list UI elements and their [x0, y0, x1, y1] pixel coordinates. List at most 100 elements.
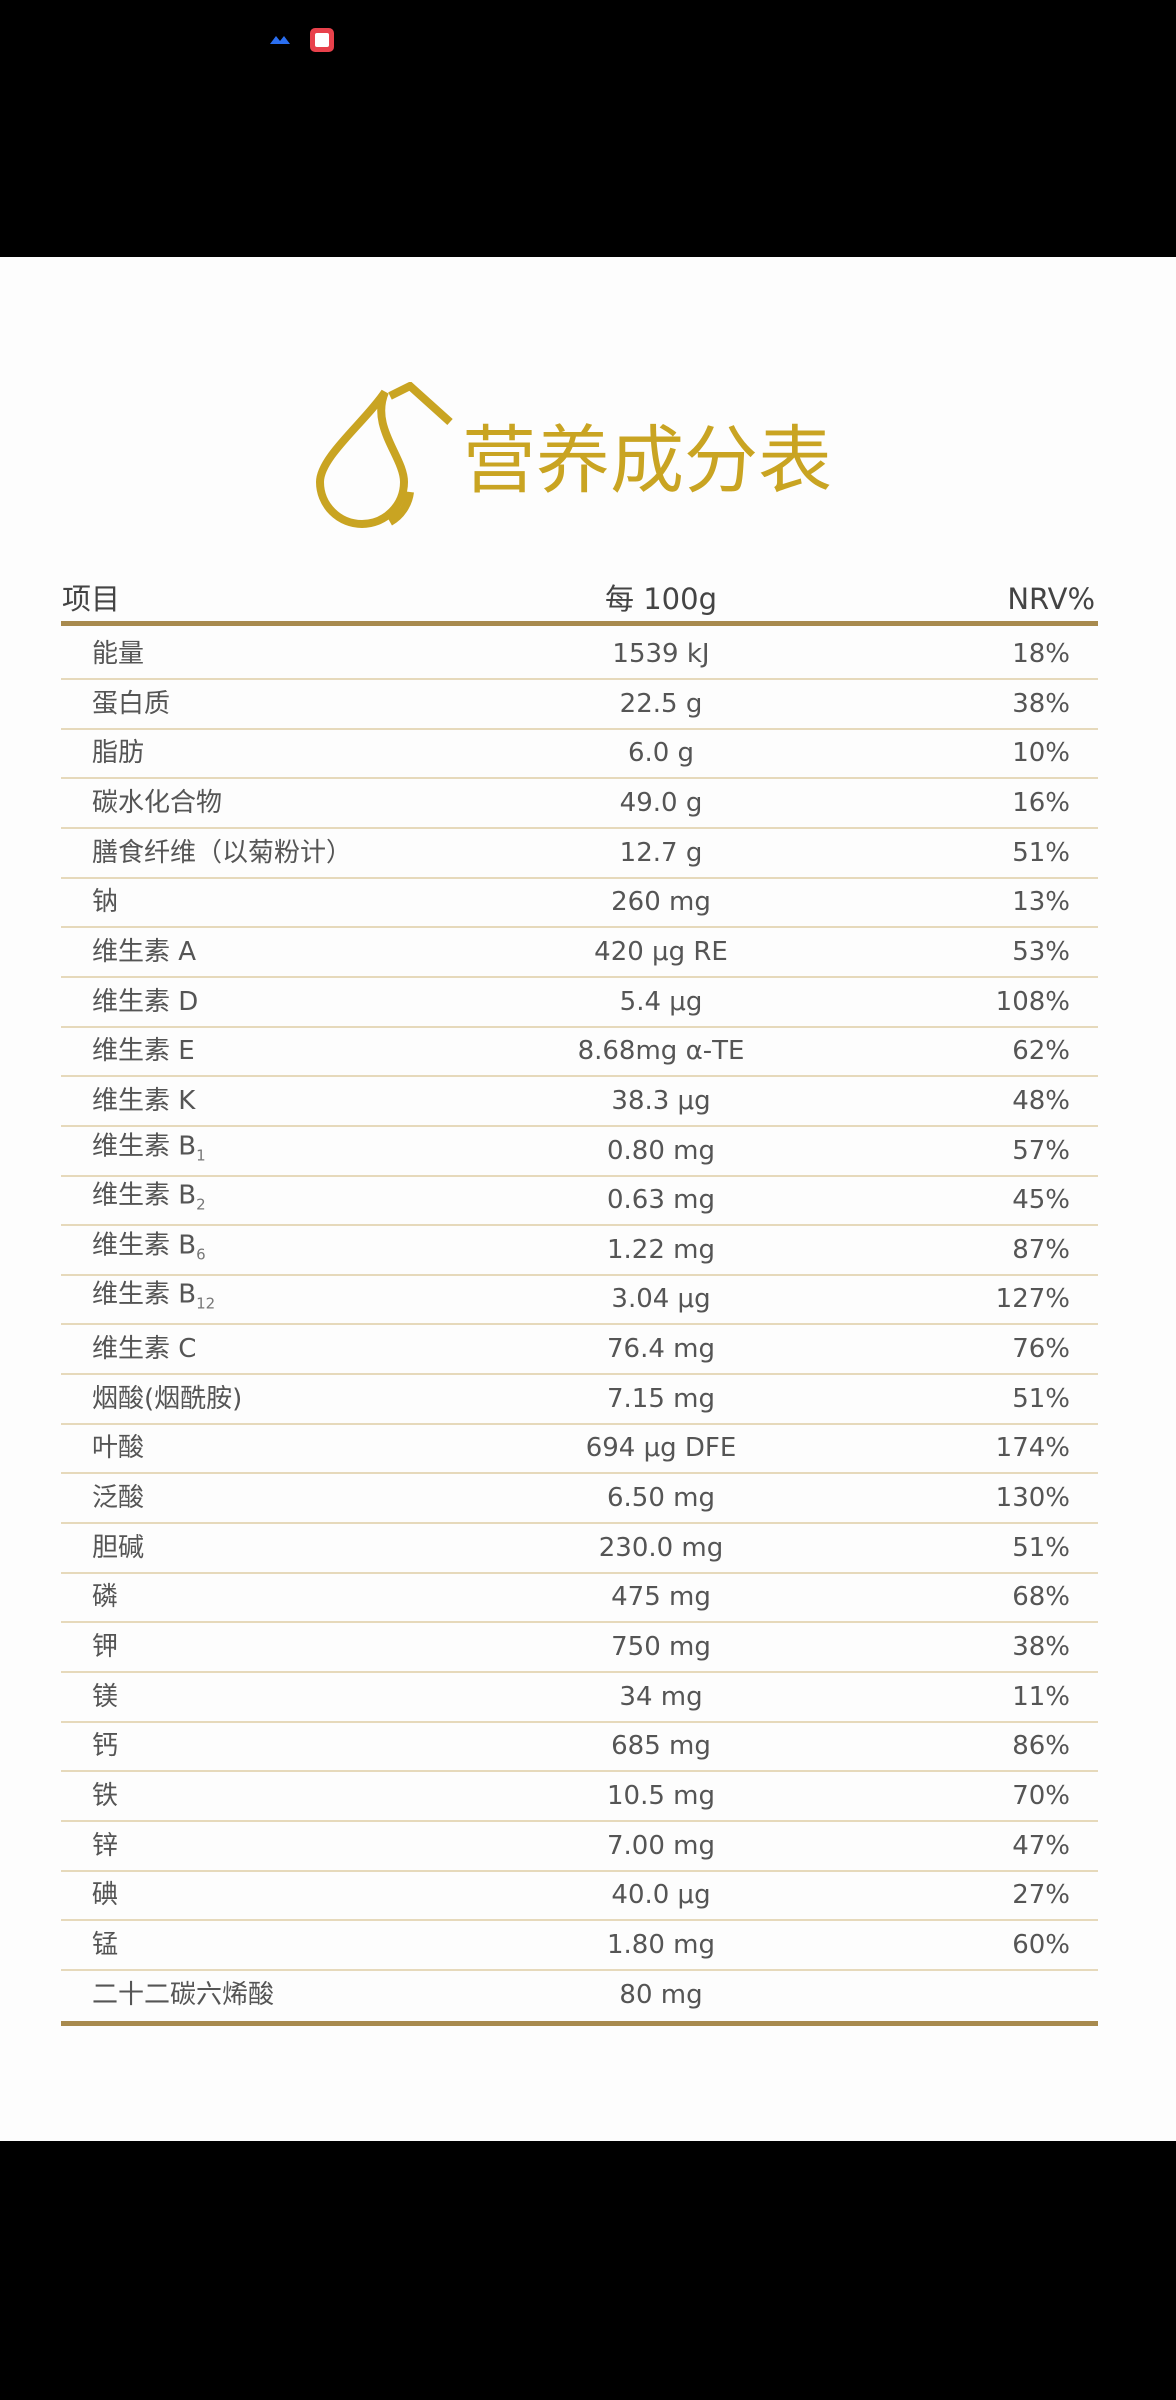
- row-name: 维生素 E: [92, 1036, 195, 1067]
- row-amount: 694 μg DFE: [585, 1433, 737, 1464]
- row-line: [61, 727, 1098, 730]
- row-nrv: 76%: [1012, 1334, 1070, 1365]
- row-nrv: 60%: [1012, 1929, 1070, 1960]
- row-name: 泛酸: [92, 1483, 145, 1514]
- bottom-line: [61, 2020, 1098, 2026]
- subscript: 1: [196, 1146, 206, 1164]
- header-line: [61, 621, 1098, 626]
- row-amount: 5.4 μg: [619, 986, 703, 1017]
- row-line: [61, 876, 1098, 879]
- row-name: 维生素 D: [92, 986, 199, 1017]
- row-line: [61, 1869, 1098, 1872]
- row-nrv: 10%: [1012, 738, 1070, 769]
- row-nrv: 53%: [1012, 936, 1070, 967]
- row-line: [61, 1720, 1098, 1723]
- row-amount: 34 mg: [619, 1681, 703, 1712]
- row-line: [61, 1174, 1098, 1177]
- row-nrv: 86%: [1012, 1731, 1070, 1762]
- row-name: 维生素 C: [92, 1334, 197, 1365]
- row-amount: 7.15 mg: [607, 1383, 715, 1414]
- row-amount: 10.5 mg: [607, 1780, 715, 1811]
- row-nrv: 62%: [1012, 1036, 1070, 1067]
- row-line: [61, 1819, 1098, 1822]
- subscript: 2: [196, 1195, 206, 1214]
- drop-icon: [315, 382, 453, 528]
- row-line: [61, 678, 1098, 680]
- row-name: 磷: [92, 1582, 119, 1613]
- row-nrv: 68%: [1012, 1582, 1070, 1613]
- row-name: 维生素 A: [92, 936, 197, 967]
- row-name: 碳水化合物: [92, 787, 223, 818]
- row-name: 维生素 B1: [92, 1131, 206, 1164]
- row-line: [61, 1968, 1098, 1971]
- row-line: [61, 1025, 1098, 1028]
- row-amount: 38.3 μg: [611, 1085, 711, 1116]
- row-amount: 76.4 mg: [607, 1334, 715, 1365]
- row-line: [61, 1422, 1098, 1425]
- row-nrv: 51%: [1012, 837, 1070, 868]
- row-amount: 7.00 mg: [607, 1830, 715, 1861]
- row-amount: 0.80 mg: [607, 1135, 715, 1166]
- row-name: 脂肪: [92, 738, 145, 769]
- row-name: 烟酸(烟酰胺): [92, 1383, 243, 1414]
- row-amount: 0.63 mg: [607, 1185, 715, 1216]
- row-name: 锰: [92, 1929, 119, 1960]
- row-amount: 685 mg: [611, 1731, 711, 1762]
- row-line: [61, 1671, 1098, 1673]
- row-amount: 420 μg RE: [594, 936, 728, 967]
- title: 营养成分表: [462, 418, 832, 504]
- subscript: 12: [196, 1294, 216, 1313]
- status-icons: [270, 28, 334, 52]
- row-nrv: 174%: [995, 1433, 1070, 1464]
- row-amount: 260 mg: [611, 887, 711, 918]
- row-nrv: 13%: [1012, 887, 1070, 918]
- row-name: 钠: [92, 887, 119, 918]
- row-line: [61, 1323, 1098, 1326]
- row-name: 叶酸: [92, 1433, 145, 1464]
- row-nrv: 18%: [1012, 639, 1070, 669]
- row-name: 维生素 B6: [92, 1230, 206, 1264]
- row-nrv: 48%: [1012, 1085, 1070, 1116]
- row-nrv: 108%: [995, 986, 1070, 1017]
- row-nrv: 47%: [1012, 1830, 1070, 1861]
- row-amount: 1539 kJ: [612, 639, 710, 669]
- row-nrv: 51%: [1012, 1532, 1070, 1563]
- row-nrv: 11%: [1012, 1681, 1070, 1712]
- row-name: 锌: [92, 1830, 119, 1861]
- row-nrv: 16%: [1012, 787, 1070, 818]
- row-name: 镁: [92, 1681, 119, 1712]
- row-nrv: 127%: [995, 1284, 1070, 1315]
- row-nrv: 45%: [1012, 1185, 1070, 1216]
- row-amount: 1.22 mg: [607, 1234, 715, 1265]
- row-line: [61, 1571, 1098, 1574]
- row-line: [61, 975, 1098, 978]
- row-amount: 40.0 μg: [611, 1880, 711, 1911]
- header-cell: 项目: [62, 582, 121, 616]
- row-name: 维生素 K: [92, 1085, 196, 1116]
- row-amount: 8.68mg α-TE: [577, 1036, 745, 1067]
- row-line: [61, 1522, 1098, 1525]
- row-nrv: 87%: [1012, 1234, 1070, 1265]
- row-line: [61, 1770, 1098, 1773]
- row-nrv: 130%: [995, 1483, 1070, 1514]
- row-nrv: 38%: [1012, 1632, 1070, 1662]
- row-nrv: 27%: [1012, 1880, 1070, 1911]
- row-nrv: 57%: [1012, 1135, 1070, 1166]
- row-line: [61, 1224, 1098, 1227]
- header-cell: 每 100g: [605, 582, 717, 616]
- row-name: 铁: [92, 1780, 119, 1811]
- row-line: [61, 926, 1098, 929]
- row-name: 蛋白质: [92, 688, 171, 719]
- row-line: [61, 1273, 1098, 1276]
- row-line: [61, 1373, 1098, 1376]
- row-nrv: 70%: [1012, 1780, 1070, 1811]
- row-line: [61, 826, 1098, 829]
- subscript: 6: [196, 1245, 206, 1264]
- row-amount: 230.0 mg: [598, 1532, 724, 1563]
- row-name: 能量: [92, 639, 145, 669]
- row-amount: 22.5 g: [619, 688, 703, 719]
- row-line: [61, 1919, 1098, 1922]
- content: 营养成分表 项目 每 100g NRV% 能量 1539 kJ 18% 蛋白质 22.5 g 3…: [0, 257, 1176, 2141]
- row-amount: 6.50 mg: [607, 1483, 715, 1514]
